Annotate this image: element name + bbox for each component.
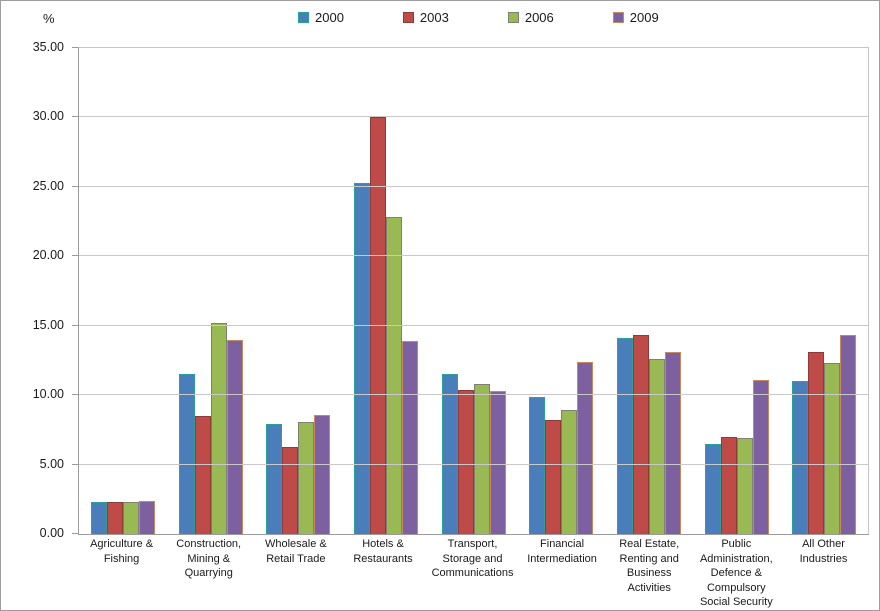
y-axis-tick — [72, 47, 78, 48]
gridline — [79, 324, 868, 326]
legend-swatch-icon — [402, 12, 414, 23]
bar-2009 — [577, 361, 594, 534]
bar-2006 — [473, 384, 490, 534]
y-axis-tick — [72, 324, 78, 326]
plot-area — [72, 47, 869, 535]
category-label: Hotels & Restaurants — [353, 538, 413, 565]
bar-2003 — [457, 389, 474, 534]
y-axis-labels: 0.00 5.00 10.00 15.00 20.00 25.00 30.00 35.00 — [1, 40, 64, 540]
y-axis-tick — [72, 533, 78, 534]
bar-2009 — [226, 339, 243, 534]
bar-2000 — [616, 338, 633, 534]
bar-2006 — [210, 322, 227, 534]
gridline — [79, 394, 868, 396]
bar-group — [342, 48, 430, 534]
legend-label: 2003 — [419, 10, 449, 25]
bar-group — [517, 48, 605, 534]
legend-label: 2006 — [524, 10, 554, 25]
bar-2003 — [106, 502, 123, 534]
legend-item-2000: 2000 — [298, 10, 344, 25]
y-axis-tick-label: 15.00 — [32, 317, 64, 332]
y-axis-tick — [72, 463, 78, 465]
y-axis-tick — [72, 116, 78, 118]
y-axis-tick-label: 10.00 — [32, 387, 64, 402]
bar-2003 — [369, 117, 386, 534]
bar-group — [605, 48, 693, 534]
bar-2000 — [178, 374, 195, 534]
legend-swatch-icon — [298, 12, 309, 23]
bar-series-container — [79, 48, 868, 534]
y-axis-tick-label: 5.00 — [39, 456, 64, 471]
legend-item-2009: 2009 — [612, 10, 659, 25]
bar-2009 — [138, 500, 155, 534]
legend-label: 2000 — [315, 10, 344, 25]
bar-2003 — [282, 446, 299, 534]
bar-group — [780, 48, 868, 534]
bar-2003 — [720, 436, 737, 534]
y-axis-tick-label: 25.00 — [32, 178, 64, 193]
category-label: Real Estate, Renting and Business Activi… — [619, 538, 680, 594]
category-label: Financial Intermediation — [527, 538, 597, 565]
legend-item-2003: 2003 — [402, 10, 449, 25]
bar-2000 — [792, 381, 809, 534]
legend-swatch-icon — [612, 12, 624, 23]
chart-legend: 2000 2003 2006 2009 — [298, 10, 659, 25]
bar-2006 — [298, 421, 315, 534]
bar-2006 — [122, 502, 139, 534]
y-axis-tick-label: 0.00 — [39, 526, 64, 540]
bar-2009 — [664, 352, 681, 534]
gridline — [79, 255, 868, 257]
category-label: Construction, Mining & Quarrying — [176, 538, 242, 580]
bar-group — [693, 48, 781, 534]
bar-group — [430, 48, 518, 534]
bar-2009 — [401, 341, 418, 534]
x-axis-category-labels: Agriculture & Fishing Construction, Minin… — [78, 537, 867, 610]
bar-2006 — [385, 217, 402, 534]
bar-group — [167, 48, 255, 534]
bar-2000 — [441, 374, 458, 534]
y-axis-unit-label: % — [43, 11, 55, 26]
gridline — [79, 116, 868, 118]
bar-group — [254, 48, 342, 534]
legend-item-2006: 2006 — [507, 10, 554, 25]
y-axis-tick — [72, 394, 78, 396]
y-axis-tick — [72, 255, 78, 257]
bar-2003 — [545, 420, 562, 534]
gridline — [79, 463, 868, 465]
bar-2003 — [632, 335, 649, 534]
bar-2000 — [266, 424, 283, 534]
bar-2009 — [840, 335, 857, 534]
bar-2006 — [561, 410, 578, 534]
bar-2006 — [824, 363, 841, 534]
bar-2000 — [90, 502, 107, 534]
legend-label: 2009 — [629, 10, 659, 25]
bar-2009 — [752, 379, 769, 534]
y-axis-tick-label: 30.00 — [32, 109, 64, 124]
bar-2009 — [489, 390, 506, 534]
bar-2006 — [648, 359, 665, 534]
category-label: Agriculture & Fishing — [90, 538, 154, 565]
legend-swatch-icon — [507, 12, 519, 23]
category-label: Wholesale & Retail Trade — [264, 538, 327, 565]
y-axis-tick-label: 35.00 — [32, 40, 64, 54]
bar-2006 — [736, 438, 753, 534]
category-label: Transport, Storage and Communications — [431, 538, 514, 580]
bar-2000 — [353, 182, 370, 534]
category-label: Public Administration, Defence & Compuls… — [699, 538, 773, 609]
category-label: All Other Industries — [799, 538, 848, 565]
bar-2003 — [194, 415, 211, 534]
y-axis-tick-label: 20.00 — [32, 248, 64, 263]
gridline — [79, 185, 868, 187]
bar-2009 — [314, 414, 331, 534]
y-axis-tick — [72, 185, 78, 187]
bar-2003 — [808, 352, 825, 534]
bar-2000 — [704, 443, 721, 534]
bar-group — [79, 48, 167, 534]
bar-2000 — [529, 396, 546, 534]
